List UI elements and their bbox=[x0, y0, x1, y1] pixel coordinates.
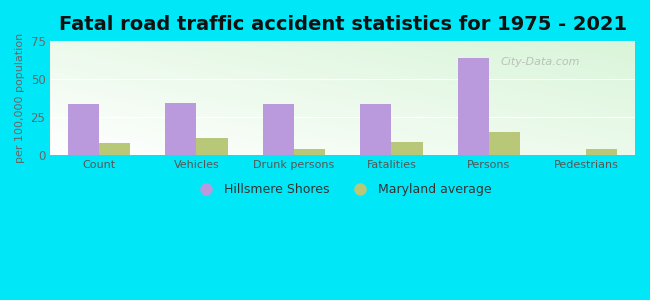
Bar bbox=[489, 132, 520, 155]
Legend: Hillsmere Shores, Maryland average: Hillsmere Shores, Maryland average bbox=[188, 178, 497, 201]
Bar bbox=[294, 149, 325, 155]
Bar bbox=[458, 58, 489, 155]
Title: Fatal road traffic accident statistics for 1975 - 2021: Fatal road traffic accident statistics f… bbox=[58, 15, 627, 34]
Bar bbox=[99, 143, 130, 155]
Bar bbox=[391, 142, 423, 155]
Bar bbox=[263, 104, 294, 155]
Text: City-Data.com: City-Data.com bbox=[500, 57, 580, 67]
Bar bbox=[165, 103, 196, 155]
Bar bbox=[196, 137, 227, 155]
Bar bbox=[586, 149, 618, 155]
Y-axis label: per 100,000 population: per 100,000 population bbox=[15, 33, 25, 163]
Bar bbox=[68, 104, 99, 155]
Bar bbox=[360, 104, 391, 155]
